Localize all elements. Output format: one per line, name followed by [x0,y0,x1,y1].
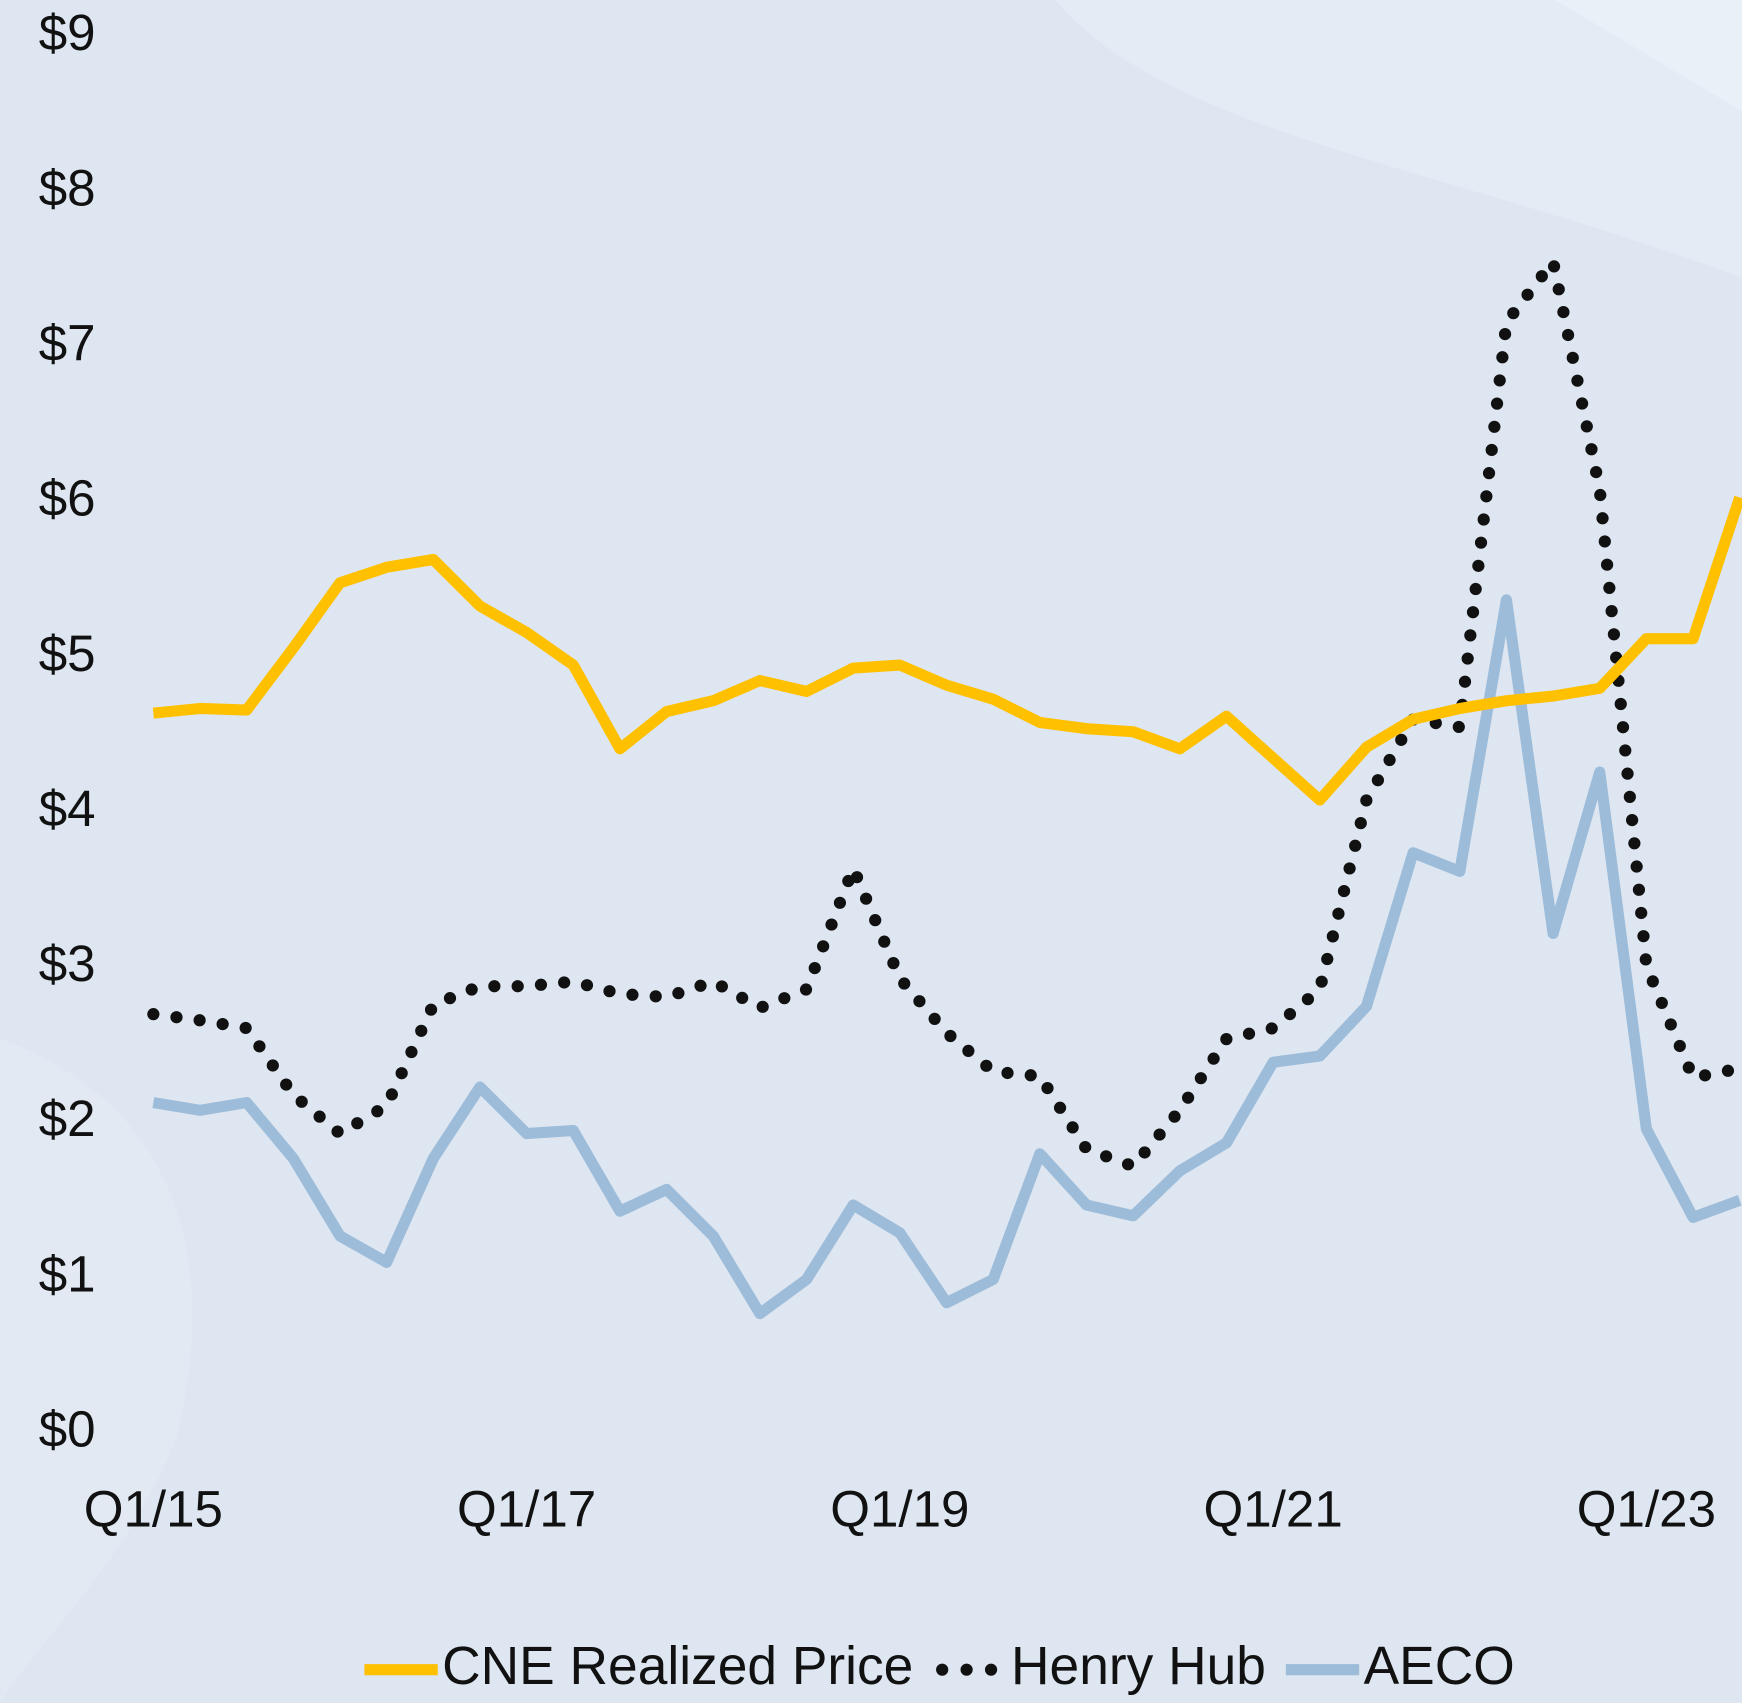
y-tick-label: $6 [39,470,96,527]
x-tick-label: Q1/17 [457,1481,596,1538]
legend-label: CNE Realized Price [442,1637,913,1696]
legend-label: AECO [1364,1637,1515,1696]
y-tick-label: $3 [39,935,96,992]
series-line [152,594,1742,1320]
x-tick-label: Q1/15 [84,1481,223,1538]
x-tick-label: Q1/23 [1577,1481,1716,1538]
background-shape [0,1038,193,1703]
y-tick-label: $2 [39,1090,96,1147]
background-shape [1555,0,1742,112]
y-tick-label: $5 [39,625,96,682]
series-line [147,247,1742,1174]
y-tick-label: $7 [39,314,96,371]
y-tick-label: $4 [39,780,96,837]
legend-label: Henry Hub [1011,1637,1266,1696]
background-shape [1055,0,1742,278]
y-tick-label: $1 [39,1245,96,1302]
y-tick-label: $0 [39,1401,96,1458]
y-tick-label: $8 [39,159,96,216]
x-tick-label: Q1/19 [830,1481,969,1538]
series-line [152,495,1742,806]
y-tick-label: $9 [39,4,96,61]
x-tick-label: Q1/21 [1204,1481,1343,1538]
